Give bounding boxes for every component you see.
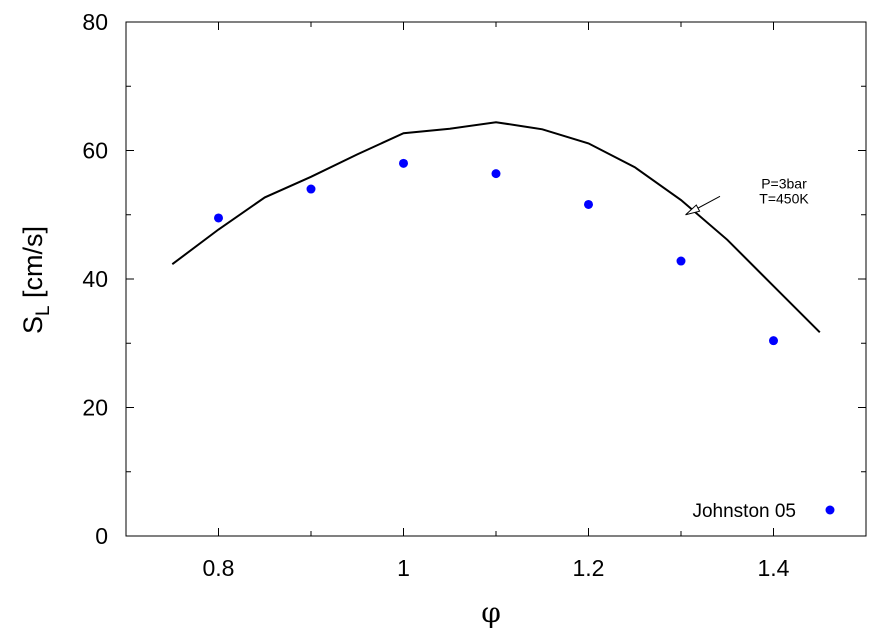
model-line	[171, 121, 821, 334]
legend-label: Johnston 05	[692, 501, 796, 522]
y-tick-label: 60	[82, 138, 108, 164]
data-point	[769, 336, 778, 346]
annotation-arrow-head	[685, 204, 701, 216]
x-tick-label: 1	[397, 555, 410, 581]
y-tick-label: 20	[82, 395, 108, 421]
data-point	[399, 158, 408, 168]
x-tick-label: 1.2	[573, 555, 605, 581]
data-point	[676, 256, 686, 266]
data-point	[491, 169, 501, 179]
y-tick-label: 80	[82, 9, 108, 35]
x-tick-label: 1.4	[758, 555, 790, 581]
axes	[125, 21, 867, 537]
y-axis-title-main: S	[18, 316, 48, 334]
legend: Johnston 05	[692, 501, 835, 522]
tick-marks	[125, 21, 867, 537]
y-axis-title: SL [cm/s]	[18, 226, 54, 334]
data-point	[214, 213, 223, 223]
model-curve	[171, 121, 821, 334]
legend-marker	[825, 505, 835, 515]
y-axis-title-unit: [cm/s]	[18, 226, 48, 306]
data-point	[306, 184, 316, 194]
x-axis-title: φ	[481, 596, 501, 629]
data-point	[584, 199, 593, 209]
y-tick-label: 40	[82, 266, 108, 292]
x-tick-label: 0.8	[203, 555, 235, 581]
y-axis-title-sub: L	[33, 305, 54, 316]
y-tick-label: 0	[95, 523, 108, 549]
plot-frame	[125, 21, 867, 537]
annotation-text: P=3bar	[761, 175, 807, 191]
data-points	[214, 158, 778, 346]
annotation-text: T=450K	[759, 190, 809, 206]
tick-labels: 0.8 1 1.2 1.4 0 20 40 60 80	[82, 9, 789, 581]
